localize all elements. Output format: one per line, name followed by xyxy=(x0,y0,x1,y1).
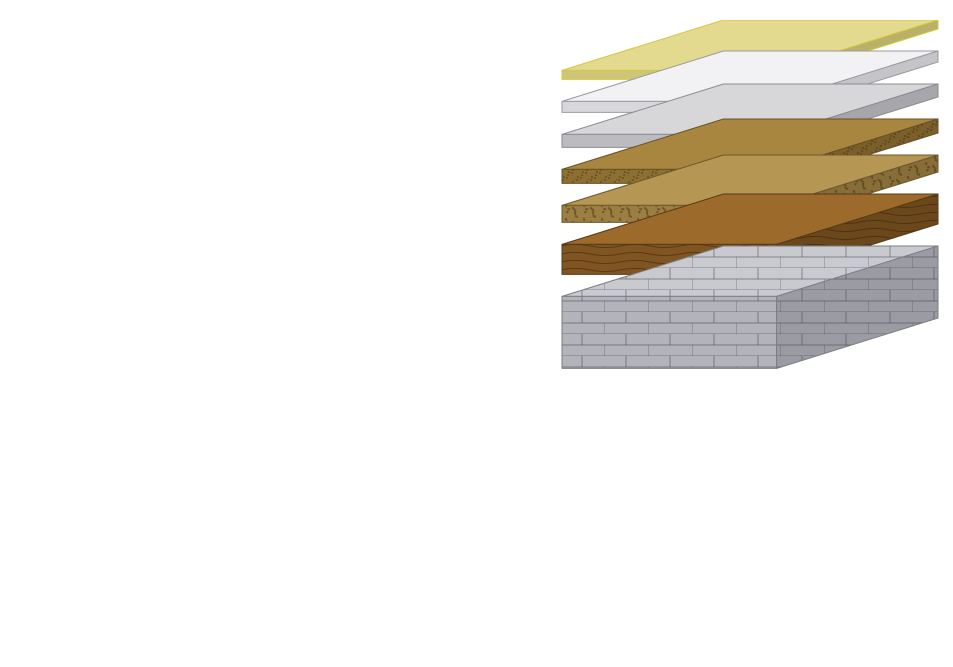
iso-svg xyxy=(560,20,944,549)
insulation-diagram xyxy=(0,0,953,667)
isometric-stack xyxy=(560,20,944,549)
